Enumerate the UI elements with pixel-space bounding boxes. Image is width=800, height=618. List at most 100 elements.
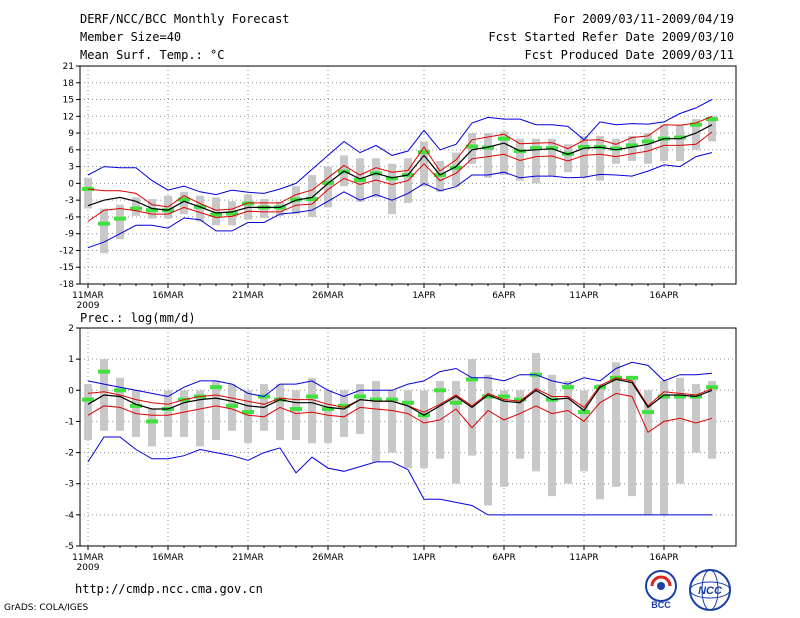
fcst-produced-date: Fcst Produced Date 2009/03/11 <box>524 48 734 62</box>
panel1-spread-box <box>116 204 124 240</box>
panel1-mean-line <box>87 124 713 214</box>
panel2-y-tick-label: -5 <box>65 542 74 552</box>
bcc-logo-text: BCC <box>651 600 671 610</box>
panel1-y-tick-label: -18 <box>59 280 74 290</box>
panel2-spread-box <box>148 408 156 447</box>
panel1-median-marker <box>82 186 94 191</box>
panel2-min-line <box>87 436 712 516</box>
panel2-mean-line <box>87 378 713 416</box>
panel1-median-marker <box>114 216 126 221</box>
panel1-x-tick-label: 16APR <box>649 291 678 301</box>
panel1-y-tick-label: -12 <box>59 246 74 256</box>
panel2-title: Prec.: log(mm/d) <box>80 311 196 325</box>
panel1-spread-box <box>484 133 492 178</box>
panel2-x-tick-label: 11MAR <box>72 553 104 563</box>
panel1-y-tick-label: -6 <box>65 213 74 223</box>
panel1-median-marker <box>642 139 654 144</box>
panel2-median-marker <box>386 397 398 402</box>
panel2-spread-box <box>676 377 684 484</box>
panel1-spread-box <box>516 138 524 181</box>
panel1-x-tick-label: 21MAR <box>232 291 264 301</box>
panel1-spread-box <box>180 191 188 215</box>
panel2-spread-box <box>372 380 380 462</box>
panel1-spread-box <box>100 208 108 254</box>
panel2-median-marker <box>482 394 494 399</box>
panel1-median-marker <box>690 122 702 127</box>
panel2-spread-box <box>292 390 300 441</box>
panel2-spread-box <box>276 384 284 441</box>
panel1-x-tick-label: 6APR <box>492 291 516 301</box>
panel2-spread-box <box>548 374 556 497</box>
panel2-lower-line <box>87 392 713 434</box>
panel2-median-marker <box>354 394 366 399</box>
panel2-y-tick-label: -3 <box>65 480 74 490</box>
panel1-spread-box <box>84 177 92 209</box>
chart-title: DERF/NCC/BCC Monthly Forecast <box>80 12 290 26</box>
panel2-spread-box <box>596 384 604 500</box>
panel2-spread-box <box>532 352 540 472</box>
panel1-median-marker <box>610 146 622 151</box>
panel2-frame <box>79 327 737 547</box>
panel2-spread-box <box>628 377 636 497</box>
panel2-spread-box <box>452 380 460 484</box>
panel1-spread-box <box>548 138 556 177</box>
panel1-frame <box>79 65 737 285</box>
panel2-max-line <box>87 361 713 398</box>
panel1-y-tick-label: 21 <box>63 62 74 72</box>
panel2-median-marker <box>242 410 254 415</box>
panel1-median-marker <box>530 146 542 151</box>
panel1-y-tick-label: 12 <box>63 112 74 122</box>
panel2-spread-box <box>612 362 620 487</box>
panel2-median-marker <box>658 394 670 399</box>
panel1-spread-box <box>660 124 668 162</box>
panel1-median-marker <box>706 117 718 122</box>
panel1-median-marker <box>178 197 190 202</box>
panel2-spread-box <box>500 390 508 487</box>
panel2-median-marker <box>434 388 446 393</box>
panel1-median-marker <box>418 150 430 155</box>
panel1-median-marker <box>98 221 110 226</box>
panel2-median-marker <box>514 397 526 402</box>
panel2-median-marker <box>498 394 510 399</box>
panel2-x-tick-label: 16APR <box>649 553 678 563</box>
panel1-median-marker <box>210 212 222 217</box>
panel2-spread-box <box>420 390 428 469</box>
panel1-y-tick-label: 18 <box>63 79 75 89</box>
panel2-spread-box <box>580 390 588 472</box>
panel2-x-tick-label: 26MAR <box>312 553 344 563</box>
panel2-median-marker <box>82 397 94 402</box>
panel1-x-tick-label: 16MAR <box>152 291 184 301</box>
source-url[interactable]: http://cmdp.ncc.cma.gov.cn <box>75 582 263 596</box>
variable-label: Mean Surf. Temp.: °C <box>80 48 225 62</box>
panel1-x-tick-label: 26MAR <box>312 291 344 301</box>
panel1-spread-box <box>708 116 716 142</box>
panel2-spread-box <box>660 380 668 515</box>
panel1-median-marker <box>242 201 254 206</box>
panel1-spread-box <box>628 135 636 162</box>
panel2-spread-box <box>308 377 316 444</box>
panel2-median-marker <box>114 388 126 393</box>
forecast-period: For 2009/03/11-2009/04/19 <box>553 12 734 26</box>
panel1-spread-box <box>388 163 396 215</box>
panel2-median-marker <box>450 400 462 405</box>
panel1-median-marker <box>466 144 478 149</box>
panel2-spread-box <box>708 380 716 459</box>
panel2-spread-box <box>164 390 172 437</box>
panel2-median-marker <box>562 385 574 390</box>
panel1-median-marker <box>226 211 238 216</box>
panel2-spread-box <box>356 384 364 434</box>
panel1-y-tick-label: 15 <box>63 96 74 106</box>
panel1-lower-line <box>87 131 713 222</box>
grads-credit: GrADS: COLA/IGES <box>4 603 89 613</box>
panel2-x-tick-label: 6APR <box>492 553 516 563</box>
panel2-median-marker <box>146 419 158 424</box>
ncc-logo: NCC <box>689 569 731 611</box>
panel1-y-tick-label: -9 <box>65 230 74 240</box>
panel2-spread-box <box>388 390 396 453</box>
panel1-spread-box <box>532 138 540 184</box>
panel1-spread-box <box>676 124 684 162</box>
fcst-started-date: Fcst Started Refer Date 2009/03/10 <box>488 30 734 44</box>
panel2-y-tick-label: -1 <box>65 417 74 427</box>
panel2-x-tick-label: 16MAR <box>152 553 184 563</box>
panel2-median-marker <box>226 403 238 408</box>
